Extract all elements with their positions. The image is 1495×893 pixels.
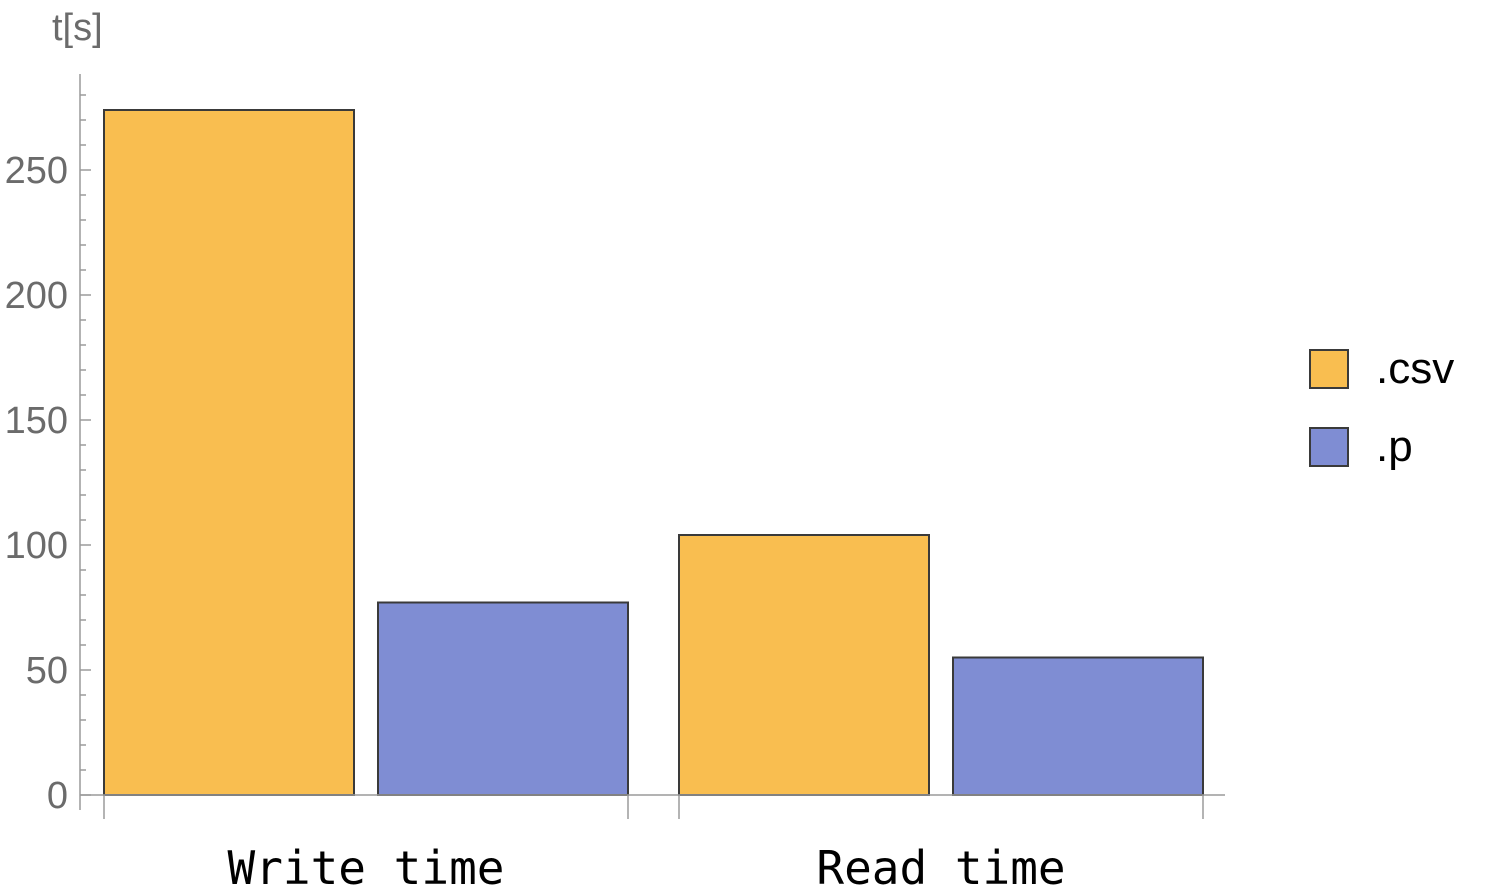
legend-label: .csv <box>1376 344 1454 393</box>
legend-label: .p <box>1376 422 1413 471</box>
bar-p-write-time <box>377 601 629 796</box>
bar-csv-write-time <box>103 109 355 796</box>
bar-csv-read-time <box>678 534 930 796</box>
y-tick-label: 200 <box>5 275 68 317</box>
legend-swatch <box>1309 427 1349 467</box>
bar-p-read-time <box>952 656 1204 796</box>
y-axis-ticks: 0 50 100 150 200 250 <box>5 94 91 817</box>
y-tick-label: 250 <box>5 150 68 192</box>
y-tick-label: 50 <box>26 650 68 692</box>
y-tick-label: 0 <box>47 775 68 817</box>
y-tick-label: 150 <box>5 400 68 442</box>
category-label: Write time <box>228 841 505 893</box>
legend-swatch <box>1309 349 1349 389</box>
y-tick-label: 100 <box>5 525 68 567</box>
axes <box>79 74 1225 819</box>
y-axis-label: t[s] <box>52 7 103 49</box>
category-label: Read time <box>816 841 1065 893</box>
legend: .csv .p <box>1309 344 1454 471</box>
bars <box>103 109 1204 796</box>
x-axis-labels: Write time Read time <box>228 841 1066 893</box>
